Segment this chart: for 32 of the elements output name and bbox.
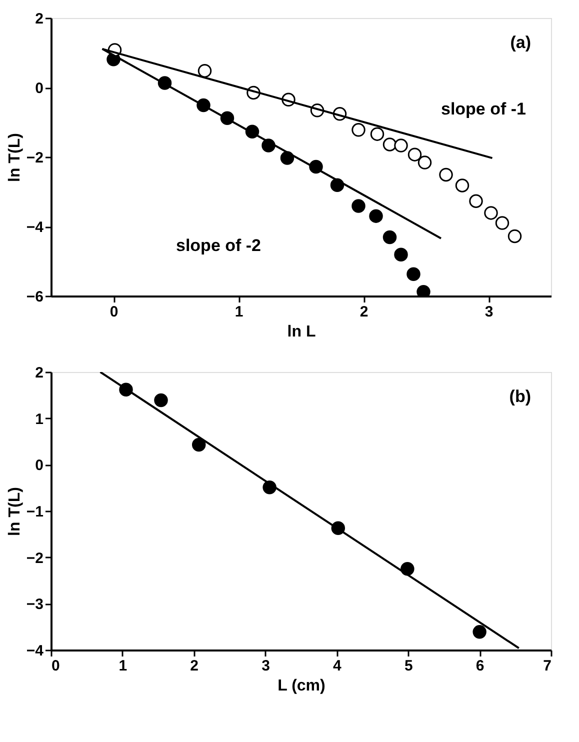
x-tick-label: 4 (333, 658, 342, 674)
annotation: slope of -1 (440, 100, 526, 119)
y-tick-label: −4 (26, 642, 44, 660)
y-tick-label: 2 (35, 364, 44, 382)
y-tick-label: −3 (26, 596, 44, 614)
annotation: slope of -2 (176, 236, 262, 255)
y-tick-label: −4 (26, 219, 44, 236)
x-tick-label: 0 (110, 304, 118, 320)
x-axis-title: L (cm) (278, 678, 326, 694)
x-tick-label: 2 (360, 304, 368, 320)
x-axis-title: ln L (287, 324, 316, 340)
y-tick-label: 2 (35, 10, 44, 28)
x-tick-label: 0 (52, 658, 60, 674)
x-tick-label: 1 (234, 304, 244, 320)
y-tick-label: −1 (26, 504, 44, 520)
x-tick-label: 3 (262, 658, 270, 674)
x-tick-label: 2 (190, 658, 199, 674)
x-tick-label: 3 (484, 304, 494, 320)
y-axis-title: ln T(L) (6, 487, 24, 536)
y-tick-label: −6 (26, 288, 44, 306)
annotation: (a) (510, 33, 531, 52)
x-tick-label: 7 (543, 658, 552, 674)
y-tick-label: 1 (35, 410, 44, 428)
y-tick-label: −2 (26, 150, 44, 166)
y-tick-label: 0 (35, 457, 44, 474)
y-tick-label: −2 (26, 550, 44, 567)
x-tick-label: 6 (476, 658, 484, 674)
x-tick-label: 5 (404, 658, 413, 674)
y-axis-title: ln T(L) (6, 133, 24, 182)
annotation: (b) (509, 387, 531, 406)
y-tick-label: 0 (35, 80, 44, 97)
x-tick-label: 1 (118, 658, 128, 674)
